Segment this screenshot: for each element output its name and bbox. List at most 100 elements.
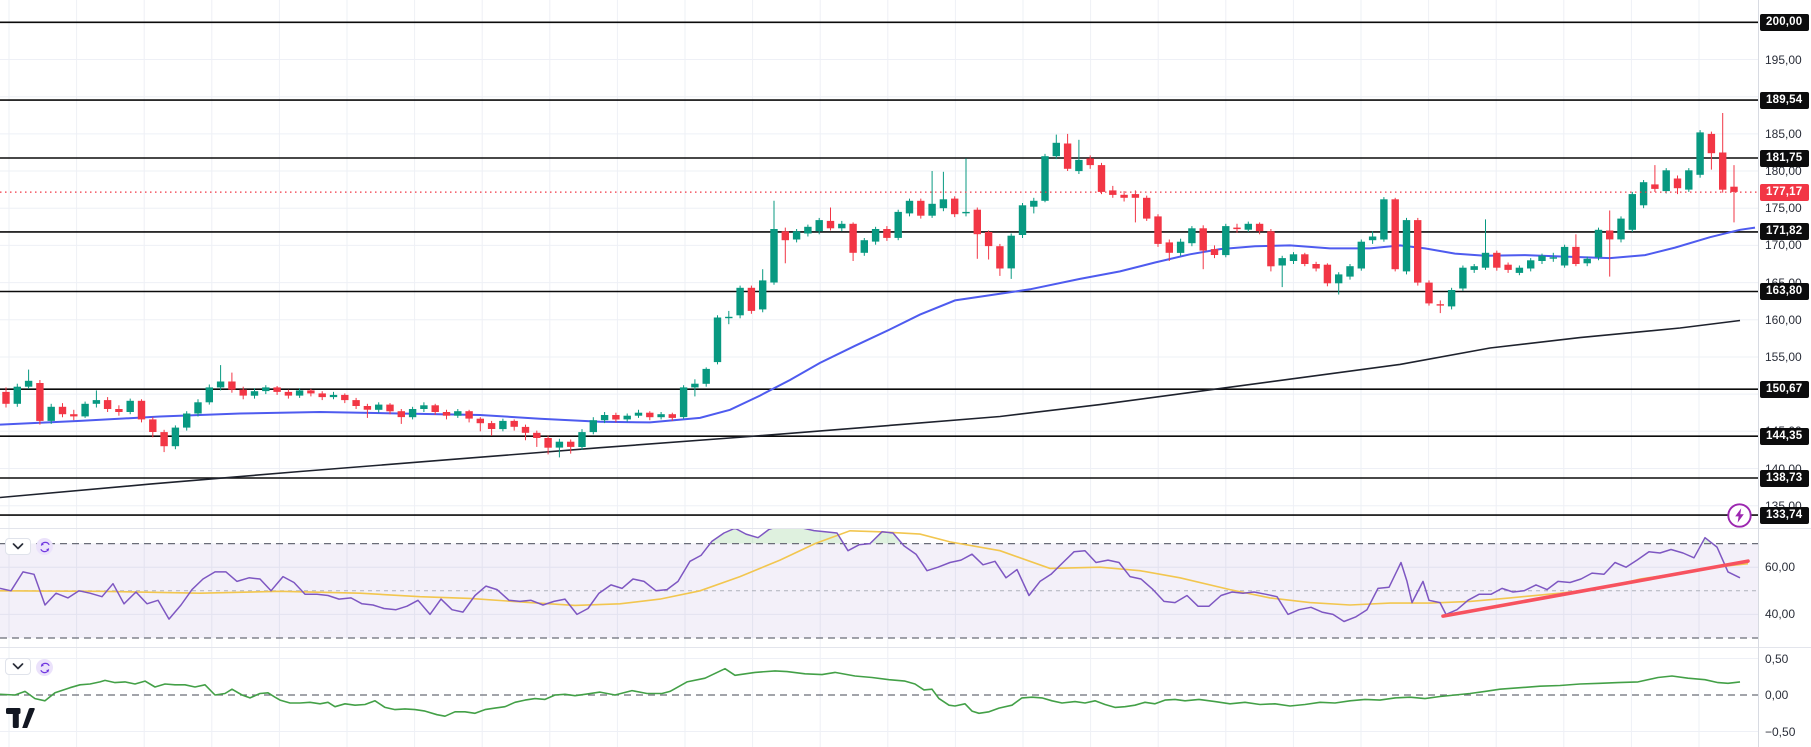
candle: [160, 432, 168, 447]
candle: [691, 383, 699, 388]
candle: [1267, 231, 1275, 267]
candle: [679, 387, 688, 418]
candle: [544, 438, 552, 448]
level-badge: 163,80: [1760, 283, 1809, 300]
candle: [1436, 304, 1444, 306]
candle: [58, 406, 67, 415]
candle: [171, 427, 180, 447]
candle: [47, 406, 55, 421]
candle: [589, 420, 597, 433]
candle: [1402, 220, 1411, 272]
candle: [1594, 229, 1603, 258]
horizontal-gridlines: [0, 59, 1758, 732]
candle: [1493, 252, 1501, 268]
candle: [1176, 241, 1185, 253]
vertical-gridlines: [8, 0, 1700, 747]
candle: [476, 418, 484, 424]
candle: [849, 223, 857, 253]
candle: [307, 390, 315, 394]
candle: [1696, 132, 1704, 175]
candle: [1154, 216, 1162, 244]
candle: [1425, 282, 1433, 304]
candle: [228, 381, 236, 390]
level-badge: 138,73: [1760, 469, 1809, 487]
candle: [1673, 178, 1682, 189]
tradingview-logo-icon: [6, 708, 38, 728]
candle: [1651, 184, 1659, 189]
candle: [1063, 143, 1072, 169]
quick-trade-button[interactable]: [1726, 502, 1753, 529]
candle: [2, 391, 10, 404]
candle: [363, 406, 372, 410]
chevron-down-icon: [12, 543, 24, 550]
candle: [646, 412, 654, 418]
candle: [408, 409, 417, 418]
candle: [1414, 220, 1422, 283]
price-pane[interactable]: [0, 0, 1758, 528]
candle: [1346, 266, 1354, 277]
price-label: 175,00: [1765, 201, 1802, 216]
rsi-label: 60,00: [1765, 560, 1796, 575]
candle: [996, 246, 1004, 269]
candle: [894, 211, 902, 238]
rsi-signal-line: [0, 529, 1749, 607]
candle: [1719, 152, 1727, 190]
candle: [1075, 159, 1083, 172]
candle: [1560, 246, 1569, 266]
candle: [1018, 205, 1027, 235]
candle: [860, 240, 868, 253]
candle: [1685, 170, 1693, 190]
candle: [1210, 249, 1219, 255]
tradingview-logo[interactable]: [6, 708, 38, 729]
rsi-trendline: [1441, 559, 1750, 618]
candle: [1120, 194, 1128, 198]
price-label: 185,00: [1765, 126, 1802, 141]
candle: [1447, 290, 1456, 307]
momentum-refresh-button[interactable]: [36, 659, 53, 676]
candle: [1097, 165, 1106, 192]
candle: [318, 393, 326, 398]
sma-fast-line: [0, 226, 1756, 426]
lightning-icon: [1726, 502, 1753, 529]
candle: [702, 368, 710, 384]
momentum-label: 0,50: [1765, 651, 1789, 666]
momentum-pane[interactable]: [0, 647, 1758, 747]
candle: [657, 414, 665, 418]
candle: [1335, 274, 1343, 284]
candle: [1368, 236, 1377, 241]
candle: [600, 415, 609, 421]
rsi-pane[interactable]: [0, 528, 1758, 647]
candle: [1131, 194, 1140, 198]
candle: [1628, 194, 1636, 230]
candle: [1357, 241, 1365, 269]
momentum-layer: [0, 667, 1758, 717]
price-axis[interactable]: 195,00185,00180,00175,00170,00165,00160,…: [1758, 0, 1811, 747]
candle: [1109, 190, 1117, 195]
chevron-down-icon: [12, 663, 24, 670]
candle: [1583, 258, 1591, 264]
candle: [905, 200, 914, 214]
candle: [1312, 264, 1320, 269]
candle: [205, 387, 213, 403]
candle: [1527, 260, 1535, 269]
candle: [465, 411, 473, 419]
candle: [725, 316, 733, 319]
candles-layer: [2, 113, 1738, 458]
rsi-collapse-button[interactable]: [5, 538, 31, 555]
candle: [1030, 200, 1038, 207]
candle: [1572, 246, 1580, 264]
momentum-collapse-button[interactable]: [5, 658, 31, 675]
candle: [1470, 266, 1478, 270]
price-label: 160,00: [1765, 312, 1802, 327]
level-badge: 150,67: [1760, 380, 1809, 398]
candle: [70, 414, 78, 417]
candle: [1007, 235, 1015, 269]
candle: [612, 415, 620, 420]
candle: [295, 390, 304, 396]
rsi-refresh-button[interactable]: [36, 538, 53, 555]
candle: [951, 198, 959, 215]
candle: [781, 231, 789, 241]
candle: [1549, 257, 1557, 259]
candle: [1289, 254, 1298, 261]
refresh-icon: [39, 541, 51, 553]
